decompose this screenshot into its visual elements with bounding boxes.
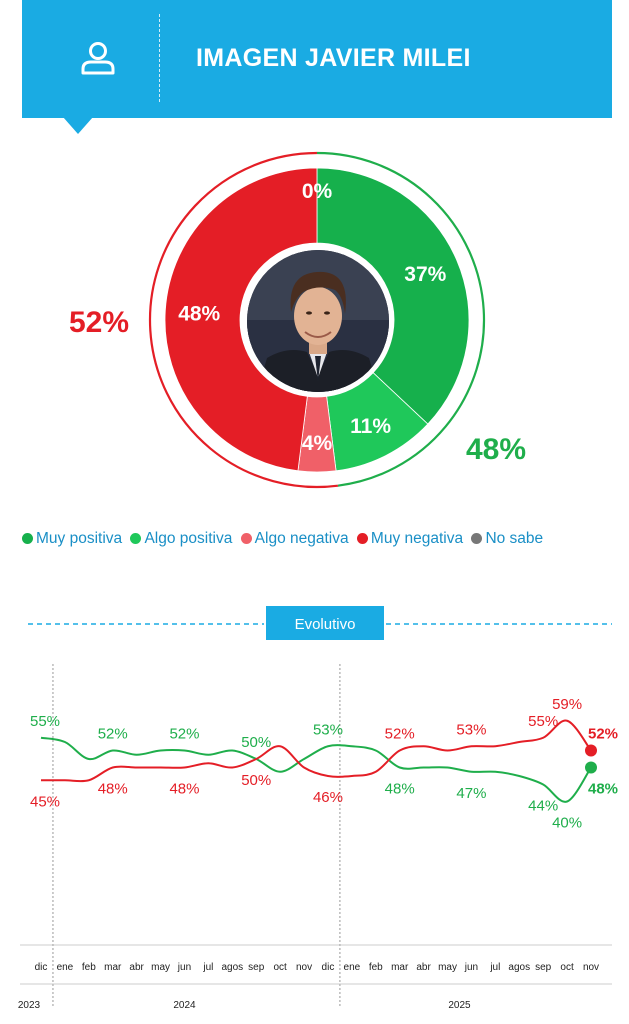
legend-dot [130, 533, 142, 544]
legend-dot [22, 533, 33, 544]
x-tick-label: sep [248, 962, 265, 973]
page-title: IMAGEN JAVIER MILEI [196, 44, 471, 72]
x-tick-label: feb [82, 962, 96, 973]
x-tick-label: ene [344, 962, 361, 973]
legend-label: Algo negativa [254, 530, 349, 547]
data-label: 48% [98, 781, 128, 798]
outer-ring-negative [148, 151, 339, 489]
year-label: 2024 [173, 1000, 196, 1011]
data-label: 48% [385, 781, 415, 798]
data-label: 47% [456, 785, 486, 802]
legend-item-algo-positiva: Algo positiva [130, 530, 232, 548]
series-line [40, 736, 592, 803]
data-label: 52% [385, 726, 415, 743]
data-label: 53% [456, 721, 486, 738]
x-tick-label: abr [416, 962, 431, 973]
x-tick-label: nov [583, 962, 599, 973]
user-icon [81, 42, 115, 75]
data-label: 52% [98, 726, 128, 743]
x-tick-label: may [151, 962, 170, 973]
data-label: 53% [313, 721, 343, 738]
donut-slice-label: 0% [302, 180, 333, 203]
x-tick-label: dic [35, 962, 48, 973]
header-divider [159, 14, 160, 102]
x-tick-label: mar [104, 962, 122, 973]
x-tick-label: jun [464, 962, 478, 973]
evolutivo-separator: Evolutivo [28, 606, 612, 640]
legend-dot [240, 533, 252, 544]
data-label: 40% [552, 815, 582, 832]
donut-slice-label: 37% [404, 263, 446, 286]
x-tick-label: oct [560, 962, 574, 973]
x-tick-label: ene [57, 962, 74, 973]
legend: Muy positiva Algo positiva Algo negativa… [22, 530, 622, 548]
legend-label: Muy negativa [370, 530, 464, 547]
series-end-point [585, 761, 597, 774]
x-tick-label: mar [391, 962, 409, 973]
x-tick-label: agos [508, 962, 530, 973]
series-line [40, 719, 592, 783]
year-label: 2025 [448, 1000, 471, 1011]
data-label: 55% [528, 713, 558, 730]
candidate-photo [247, 250, 389, 392]
header-bar: IMAGEN JAVIER MILEI [22, 0, 612, 118]
data-label: 48% [588, 781, 618, 798]
legend-item-no-sabe: No sabe [471, 530, 543, 548]
header-pointer [63, 117, 93, 134]
x-tick-label: dic [322, 962, 335, 973]
data-label: 59% [552, 696, 582, 713]
data-label: 55% [30, 713, 60, 730]
x-tick-label: abr [129, 962, 144, 973]
x-tick-label: oct [273, 962, 287, 973]
data-label: 52% [169, 726, 199, 743]
x-tick-label: jul [202, 962, 213, 973]
legend-label: No sabe [485, 530, 544, 547]
outer-ring-positive [316, 151, 486, 487]
legend-label: Algo positiva [144, 530, 233, 547]
evolutivo-label: Evolutivo [295, 616, 356, 633]
donut-slice-label: 4% [302, 432, 333, 455]
x-tick-label: agos [221, 962, 243, 973]
data-label: 48% [169, 781, 199, 798]
data-label: 52% [588, 726, 618, 743]
donut-slice [316, 167, 470, 425]
data-label: 44% [528, 798, 558, 815]
data-label: 46% [313, 789, 343, 806]
legend-item-muy-positiva: Muy positiva [22, 530, 122, 548]
data-label: 45% [30, 793, 60, 810]
x-tick-label: jul [489, 962, 500, 973]
series-end-point [585, 744, 597, 757]
total-positive-label: 48% [466, 433, 526, 466]
donut-slice-label: 48% [178, 303, 220, 326]
total-negative-label: 52% [69, 306, 129, 339]
legend-label: Muy positiva [36, 530, 123, 547]
data-label: 50% [241, 772, 271, 789]
x-tick-label: sep [535, 962, 552, 973]
legend-dot [471, 533, 483, 544]
data-label: 50% [241, 734, 271, 751]
x-tick-label: may [438, 962, 457, 973]
x-tick-label: feb [369, 962, 383, 973]
x-tick-label: jun [177, 962, 191, 973]
legend-item-algo-negativa: Algo negativa [240, 530, 349, 548]
legend-dot [356, 533, 368, 544]
x-tick-label: nov [296, 962, 312, 973]
legend-item-muy-negativa: Muy negativa [356, 530, 464, 548]
line-chart: 55% 45% 52% 48% 52% 48% 50% 50% 53% 46% 52% 48% 53% 4… [18, 664, 618, 1011]
donut-slice-label: 11% [350, 415, 391, 438]
year-label: 2023 [18, 1000, 41, 1011]
